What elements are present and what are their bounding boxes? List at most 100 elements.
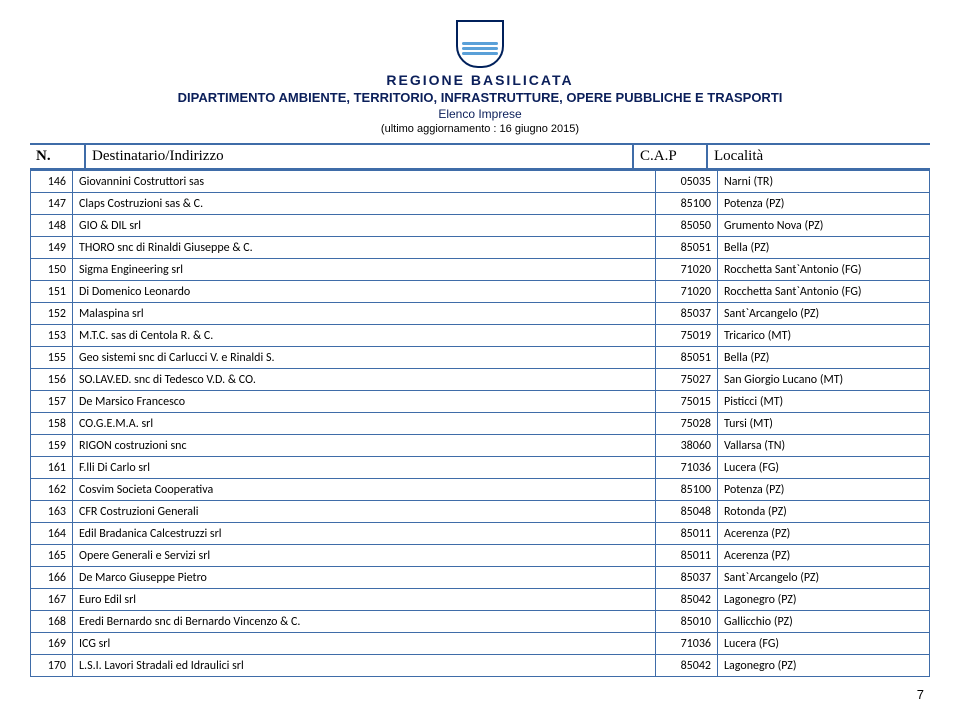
cell-dest: Geo sistemi snc di Carlucci V. e Rinaldi… xyxy=(73,347,656,369)
cell-dest: Di Domenico Leonardo xyxy=(73,281,656,303)
cell-cap: 85051 xyxy=(656,237,718,259)
cell-loc: Rotonda (PZ) xyxy=(718,501,930,523)
cell-n: 147 xyxy=(31,193,73,215)
cell-dest: Sigma Engineering srl xyxy=(73,259,656,281)
table-row: 170L.S.I. Lavori Stradali ed Idraulici s… xyxy=(31,655,930,677)
cell-cap: 75019 xyxy=(656,325,718,347)
cell-loc: Bella (PZ) xyxy=(718,237,930,259)
table-header-row: N. Destinatario/Indirizzo C.A.P Località xyxy=(30,143,930,170)
cell-dest: M.T.C. sas di Centola R. & C. xyxy=(73,325,656,347)
cell-n: 162 xyxy=(31,479,73,501)
cell-cap: 85042 xyxy=(656,589,718,611)
cell-cap: 85011 xyxy=(656,523,718,545)
cell-cap: 75028 xyxy=(656,413,718,435)
cell-loc: San Giorgio Lucano (MT) xyxy=(718,369,930,391)
cell-loc: Lagonegro (PZ) xyxy=(718,589,930,611)
cell-cap: 71036 xyxy=(656,457,718,479)
cell-n: 153 xyxy=(31,325,73,347)
cell-n: 158 xyxy=(31,413,73,435)
cell-loc: Vallarsa (TN) xyxy=(718,435,930,457)
cell-cap: 75015 xyxy=(656,391,718,413)
table-row: 149THORO snc di Rinaldi Giuseppe & C.850… xyxy=(31,237,930,259)
cell-loc: Pisticci (MT) xyxy=(718,391,930,413)
table-row: 148GIO & DIL srl85050Grumento Nova (PZ) xyxy=(31,215,930,237)
data-table: 146Giovannini Costruttori sas05035Narni … xyxy=(30,170,930,677)
cell-dest: GIO & DIL srl xyxy=(73,215,656,237)
cell-cap: 85050 xyxy=(656,215,718,237)
cell-loc: Lucera (FG) xyxy=(718,457,930,479)
cell-n: 146 xyxy=(31,171,73,193)
cell-loc: Sant`Arcangelo (PZ) xyxy=(718,567,930,589)
cell-n: 159 xyxy=(31,435,73,457)
region-logo xyxy=(456,20,504,68)
region-title: REGIONE BASILICATA xyxy=(30,72,930,88)
table-row: 168Eredi Bernardo snc di Bernardo Vincen… xyxy=(31,611,930,633)
cell-loc: Tursi (MT) xyxy=(718,413,930,435)
cell-cap: 85037 xyxy=(656,303,718,325)
cell-loc: Rocchetta Sant`Antonio (FG) xyxy=(718,259,930,281)
table-row: 157De Marsico Francesco75015Pisticci (MT… xyxy=(31,391,930,413)
cell-loc: Gallicchio (PZ) xyxy=(718,611,930,633)
cell-cap: 71020 xyxy=(656,281,718,303)
table-row: 159RIGON costruzioni snc38060Vallarsa (T… xyxy=(31,435,930,457)
cell-cap: 75027 xyxy=(656,369,718,391)
subtitle: Elenco Imprese xyxy=(30,107,930,121)
cell-dest: Eredi Bernardo snc di Bernardo Vincenzo … xyxy=(73,611,656,633)
cell-loc: Lucera (FG) xyxy=(718,633,930,655)
cell-loc: Tricarico (MT) xyxy=(718,325,930,347)
cell-dest: Cosvim Societa Cooperativa xyxy=(73,479,656,501)
cell-loc: Potenza (PZ) xyxy=(718,479,930,501)
table-row: 166De Marco Giuseppe Pietro85037Sant`Arc… xyxy=(31,567,930,589)
cell-n: 152 xyxy=(31,303,73,325)
cell-n: 169 xyxy=(31,633,73,655)
cell-dest: De Marco Giuseppe Pietro xyxy=(73,567,656,589)
table-row: 150Sigma Engineering srl71020Rocchetta S… xyxy=(31,259,930,281)
cell-dest: CO.G.E.M.A. srl xyxy=(73,413,656,435)
table-row: 156SO.LAV.ED. snc di Tedesco V.D. & CO.7… xyxy=(31,369,930,391)
table-row: 152Malaspina srl85037Sant`Arcangelo (PZ) xyxy=(31,303,930,325)
col-header-loc: Località xyxy=(708,145,930,168)
cell-cap: 85011 xyxy=(656,545,718,567)
cell-dest: Claps Costruzioni sas & C. xyxy=(73,193,656,215)
cell-n: 156 xyxy=(31,369,73,391)
cell-cap: 85100 xyxy=(656,193,718,215)
page-number: 7 xyxy=(30,687,930,702)
cell-n: 165 xyxy=(31,545,73,567)
col-header-dest: Destinatario/Indirizzo xyxy=(86,145,634,168)
col-header-n: N. xyxy=(30,145,86,168)
cell-n: 167 xyxy=(31,589,73,611)
cell-loc: Rocchetta Sant`Antonio (FG) xyxy=(718,281,930,303)
cell-cap: 05035 xyxy=(656,171,718,193)
table-row: 158CO.G.E.M.A. srl75028Tursi (MT) xyxy=(31,413,930,435)
cell-dest: Edil Bradanica Calcestruzzi srl xyxy=(73,523,656,545)
cell-n: 155 xyxy=(31,347,73,369)
table-row: 151Di Domenico Leonardo71020Rocchetta Sa… xyxy=(31,281,930,303)
cell-cap: 85048 xyxy=(656,501,718,523)
cell-n: 166 xyxy=(31,567,73,589)
department-title: DIPARTIMENTO AMBIENTE, TERRITORIO, INFRA… xyxy=(30,90,930,105)
cell-dest: F.lli Di Carlo srl xyxy=(73,457,656,479)
cell-dest: Opere Generali e Servizi srl xyxy=(73,545,656,567)
table-row: 161F.lli Di Carlo srl71036Lucera (FG) xyxy=(31,457,930,479)
cell-cap: 85042 xyxy=(656,655,718,677)
update-date: (ultimo aggiornamento : 16 giugno 2015) xyxy=(30,123,930,135)
cell-loc: Sant`Arcangelo (PZ) xyxy=(718,303,930,325)
table-row: 164Edil Bradanica Calcestruzzi srl85011A… xyxy=(31,523,930,545)
table-row: 147Claps Costruzioni sas & C.85100Potenz… xyxy=(31,193,930,215)
table-row: 162Cosvim Societa Cooperativa85100Potenz… xyxy=(31,479,930,501)
cell-cap: 71036 xyxy=(656,633,718,655)
table-row: 163CFR Costruzioni Generali85048Rotonda … xyxy=(31,501,930,523)
cell-loc: Grumento Nova (PZ) xyxy=(718,215,930,237)
table-row: 155Geo sistemi snc di Carlucci V. e Rina… xyxy=(31,347,930,369)
cell-n: 150 xyxy=(31,259,73,281)
cell-cap: 85010 xyxy=(656,611,718,633)
cell-dest: ICG srl xyxy=(73,633,656,655)
cell-dest: Giovannini Costruttori sas xyxy=(73,171,656,193)
cell-n: 161 xyxy=(31,457,73,479)
cell-n: 151 xyxy=(31,281,73,303)
cell-cap: 85037 xyxy=(656,567,718,589)
cell-dest: RIGON costruzioni snc xyxy=(73,435,656,457)
col-header-cap: C.A.P xyxy=(634,145,708,168)
table-row: 153M.T.C. sas di Centola R. & C.75019Tri… xyxy=(31,325,930,347)
cell-loc: Narni (TR) xyxy=(718,171,930,193)
